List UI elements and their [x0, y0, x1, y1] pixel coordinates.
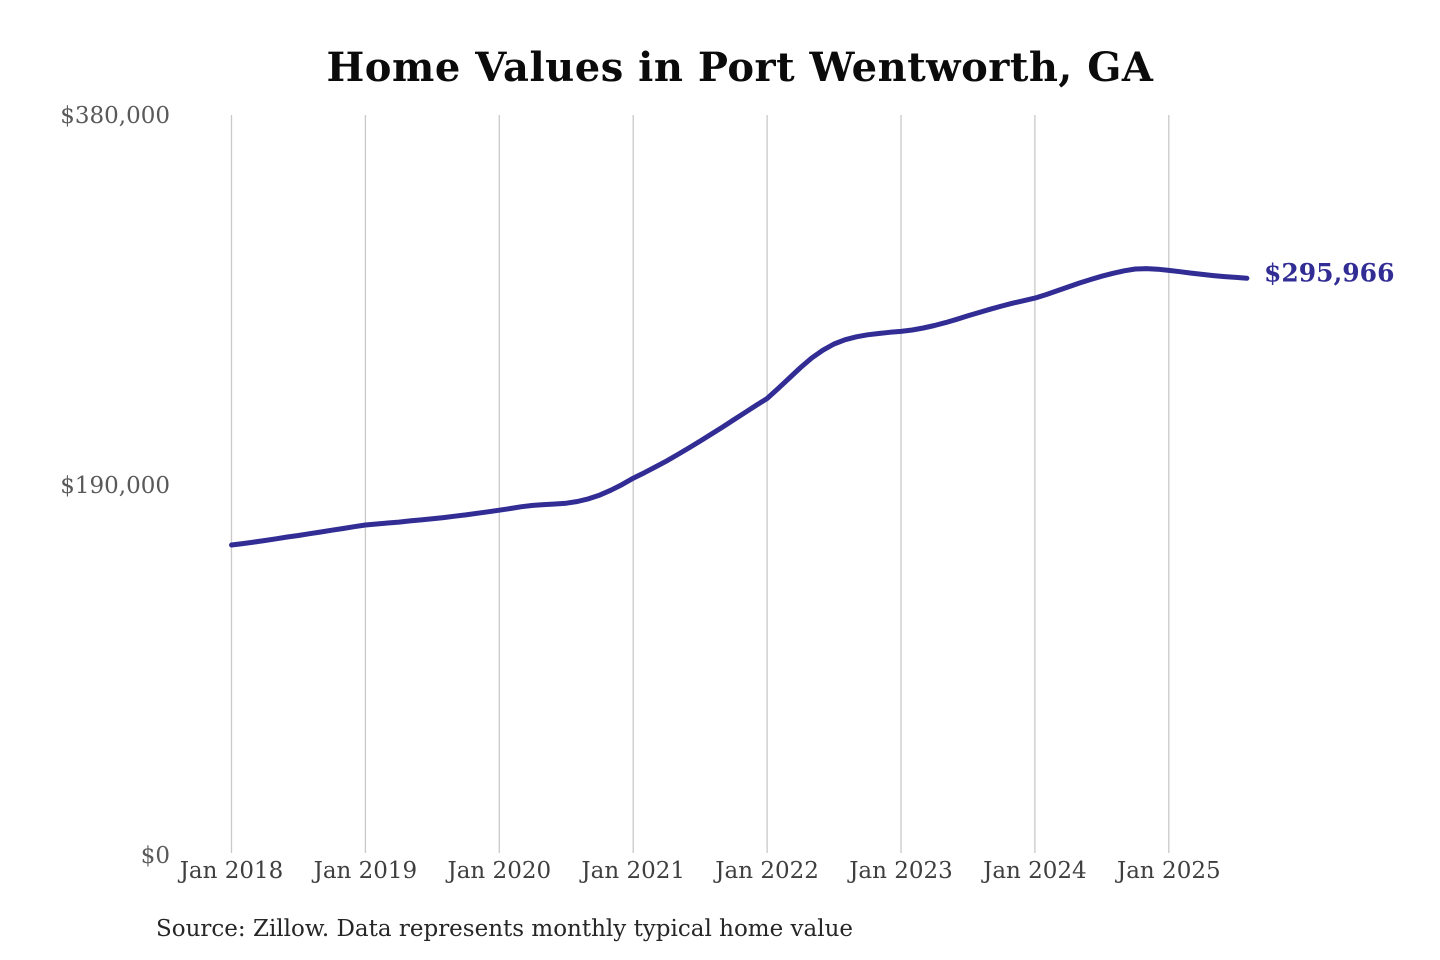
home-value-line	[229, 266, 1250, 548]
chart-title: Home Values in Port Wentworth, GA	[326, 44, 1154, 91]
source-note: Source: Zillow. Data represents monthly …	[156, 916, 854, 942]
vertical-gridlines	[230, 115, 1170, 853]
y-axis-label-0: $0	[140, 843, 170, 869]
y-axis-label-190000: $190,000	[60, 473, 170, 499]
x-axis-label-jan-2025: Jan 2025	[1117, 858, 1221, 884]
latest-value-label: $295,966	[1264, 258, 1395, 288]
x-axis-label-jan-2020: Jan 2020	[447, 858, 552, 884]
x-axis-label-jan-2022: Jan 2022	[715, 858, 819, 884]
x-axis-label-jan-2023: Jan 2023	[849, 858, 953, 884]
y-axis-label-380000: $380,000	[60, 103, 170, 129]
x-axis-label-jan-2024: Jan 2024	[983, 858, 1087, 884]
x-axis-label-jan-2019: Jan 2019	[313, 858, 418, 884]
x-axis-label-jan-2018: Jan 2018	[179, 858, 284, 884]
x-axis-label-jan-2021: Jan 2021	[581, 858, 685, 884]
